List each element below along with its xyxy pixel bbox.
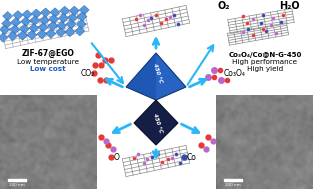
Text: 450 °C: 450 °C: [152, 113, 163, 133]
Polygon shape: [27, 30, 37, 40]
Text: Low temperature: Low temperature: [17, 59, 79, 65]
Polygon shape: [77, 12, 87, 22]
Polygon shape: [18, 31, 28, 40]
Text: 100 nm: 100 nm: [225, 183, 241, 187]
Polygon shape: [69, 6, 79, 15]
Polygon shape: [56, 28, 66, 37]
Polygon shape: [75, 26, 85, 36]
Polygon shape: [38, 23, 48, 32]
Polygon shape: [21, 17, 31, 26]
Polygon shape: [2, 19, 12, 29]
Text: Co₃O₄/Co@N-G-450: Co₃O₄/Co@N-G-450: [228, 52, 302, 58]
Polygon shape: [29, 23, 39, 33]
Polygon shape: [19, 24, 29, 34]
Polygon shape: [66, 19, 76, 29]
Text: CO₂: CO₂: [81, 68, 95, 77]
Polygon shape: [39, 16, 49, 25]
Polygon shape: [0, 25, 10, 35]
Polygon shape: [65, 27, 75, 37]
Text: H₂O: H₂O: [279, 1, 299, 11]
Text: 100 nm: 100 nm: [9, 183, 25, 187]
Polygon shape: [50, 8, 60, 17]
Text: Co: Co: [187, 153, 197, 161]
Polygon shape: [22, 10, 32, 19]
Bar: [8, 179, 26, 181]
Polygon shape: [31, 9, 41, 19]
Polygon shape: [79, 5, 89, 15]
Polygon shape: [48, 21, 58, 31]
Polygon shape: [126, 53, 186, 100]
Polygon shape: [46, 29, 56, 39]
Text: O₂: O₂: [218, 1, 230, 11]
Text: High performance: High performance: [233, 59, 298, 65]
Polygon shape: [13, 11, 23, 20]
Polygon shape: [76, 20, 86, 29]
Polygon shape: [60, 6, 70, 16]
Text: Low cost: Low cost: [30, 66, 66, 72]
Polygon shape: [59, 13, 69, 23]
Polygon shape: [126, 53, 156, 100]
Polygon shape: [68, 13, 78, 23]
Polygon shape: [3, 12, 13, 21]
Text: O: O: [114, 153, 120, 161]
Text: High yield: High yield: [247, 66, 283, 72]
Polygon shape: [10, 25, 20, 34]
Polygon shape: [57, 21, 67, 31]
Bar: [224, 179, 242, 181]
Text: 450 °C: 450 °C: [152, 63, 163, 83]
Polygon shape: [41, 8, 51, 17]
Polygon shape: [49, 15, 59, 24]
Polygon shape: [134, 100, 178, 145]
Polygon shape: [11, 18, 21, 27]
Text: Co₃O₄: Co₃O₄: [224, 68, 246, 77]
Polygon shape: [30, 16, 40, 25]
Polygon shape: [37, 30, 47, 39]
Polygon shape: [8, 31, 18, 41]
Text: ZIF-67@EGO: ZIF-67@EGO: [22, 49, 74, 58]
Polygon shape: [0, 33, 8, 42]
